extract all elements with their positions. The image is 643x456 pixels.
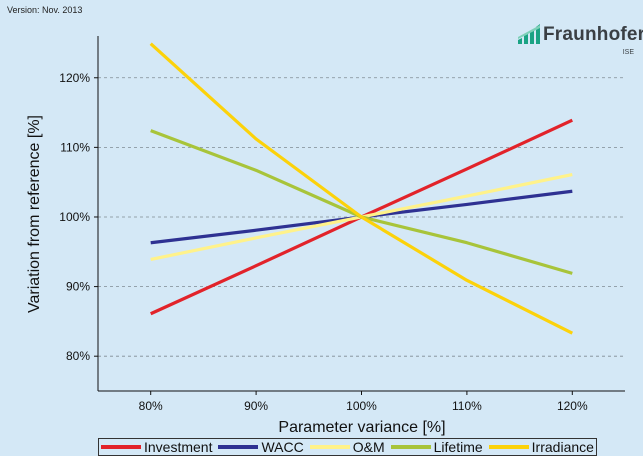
- legend-label: WACC: [261, 439, 304, 455]
- legend-item: Investment: [101, 439, 212, 455]
- legend-label: Irradiance: [531, 439, 594, 455]
- line-chart: 80% 90% 100% 110% 120% 80% 90% 100% 110% 120% Va…: [26, 36, 625, 436]
- fraunhofer-logo-icon: [518, 24, 540, 44]
- legend-swatch: [488, 445, 529, 449]
- y-ticks: 80% 90% 100% 110% 120%: [59, 71, 98, 363]
- y-tick-label: 100%: [59, 210, 90, 224]
- legend-label: Investment: [144, 439, 213, 455]
- x-tick-label: 90%: [244, 399, 268, 413]
- series-lines: [149, 42, 574, 335]
- legend-item: Irradiance: [488, 439, 594, 455]
- legend-item: Lifetime: [390, 439, 483, 455]
- x-tick-label: 80%: [139, 399, 163, 413]
- y-tick-label: 120%: [59, 71, 90, 85]
- x-tick-label: 120%: [557, 399, 588, 413]
- y-tick-label: 80%: [66, 349, 90, 363]
- x-tick-label: 100%: [346, 399, 377, 413]
- legend-swatch: [390, 445, 431, 449]
- legend-swatch: [218, 445, 259, 449]
- y-tick-label: 90%: [66, 280, 90, 294]
- legend-label: Lifetime: [433, 439, 483, 455]
- legend-swatch: [309, 445, 350, 449]
- chart-legend: Investment WACC O&M Lifetime Irradiance: [98, 438, 597, 456]
- legend-label: O&M: [352, 439, 385, 455]
- y-tick-label: 110%: [60, 140, 90, 154]
- x-ticks: 80% 90% 100% 110% 120%: [139, 391, 588, 413]
- logo-subtitle: ISE: [622, 49, 634, 56]
- series-line-irradiance: [149, 42, 574, 335]
- x-tick-label: 110%: [452, 399, 482, 413]
- logo-name: Fraunhofer: [543, 24, 643, 45]
- legend-item: WACC: [218, 439, 304, 455]
- version-label: Version: Nov. 2013: [7, 5, 83, 15]
- legend-swatch: [101, 445, 141, 449]
- fraunhofer-logo: Fraunhofer ISE: [518, 22, 643, 62]
- series-line-lifetime: [150, 129, 573, 275]
- grid-lines: [98, 77, 625, 357]
- x-axis-label: Parameter variance [%]: [278, 419, 445, 436]
- y-axis-label: Variation from reference [%]: [26, 115, 43, 313]
- legend-item: O&M: [309, 439, 385, 455]
